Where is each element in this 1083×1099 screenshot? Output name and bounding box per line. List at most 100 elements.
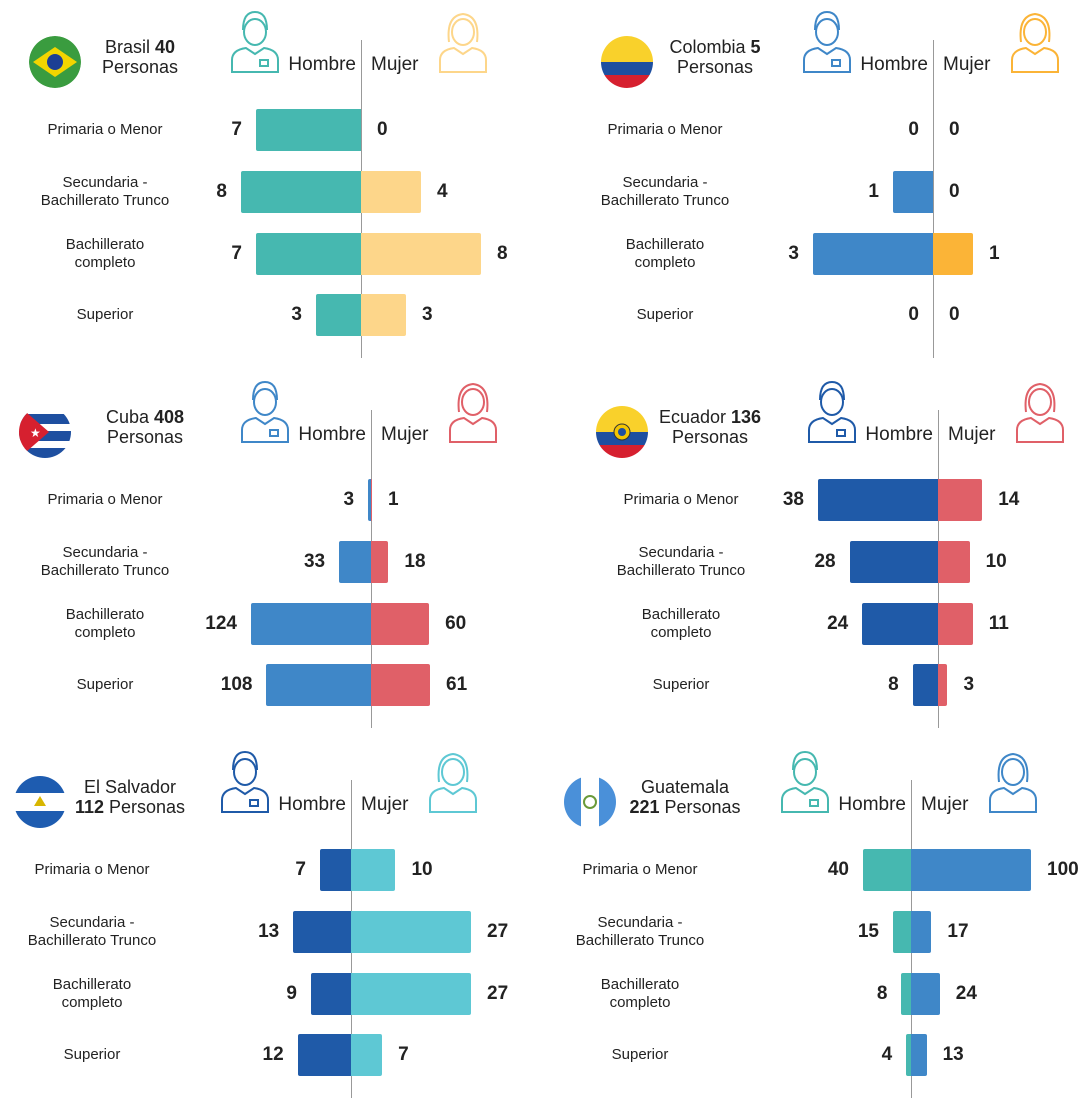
- value-label: 4: [881, 1044, 893, 1065]
- series-label: Mujer: [381, 424, 429, 445]
- series-label: Mujer: [943, 54, 991, 75]
- bar: [906, 1034, 911, 1076]
- bar: [266, 664, 371, 706]
- bar: [297, 1034, 351, 1076]
- bar: [893, 171, 933, 213]
- category-label: Primaria o Menor: [582, 861, 698, 878]
- bar: [862, 603, 938, 645]
- bar: [351, 849, 396, 891]
- unit: Personas: [109, 797, 186, 817]
- value-label: 1: [868, 181, 879, 202]
- country-name: Ecuador: [658, 407, 726, 427]
- value-label: 10: [411, 859, 433, 880]
- bar: [311, 973, 351, 1015]
- bar: [319, 849, 351, 891]
- person-icon: [238, 378, 292, 449]
- chart-title: Brasil 40 Personas: [80, 37, 200, 77]
- value-label: 3: [788, 243, 799, 264]
- value-label: 24: [827, 613, 849, 634]
- axis-line: [933, 40, 934, 358]
- value-label: 11: [988, 613, 1009, 634]
- flag: [600, 35, 654, 94]
- bar: [361, 294, 406, 336]
- bar: [351, 1034, 383, 1076]
- person-icon: [446, 378, 500, 449]
- svg-text:★: ★: [30, 426, 41, 440]
- country-name: Colombia: [669, 37, 746, 57]
- flag: [28, 35, 82, 94]
- category-label: Bachillerato completo: [65, 606, 145, 641]
- bar: [813, 233, 933, 275]
- category-label: Superior: [636, 306, 694, 323]
- category-label: Superior: [611, 1046, 669, 1063]
- person-icon: [426, 748, 480, 819]
- bar: [371, 541, 389, 583]
- series-label: Hombre: [278, 794, 346, 815]
- bar: [911, 849, 1031, 891]
- chart-panel: Colombia 5 Personas Hombre 0 1 3 0 Mujer 0 0 1 0 P…: [545, 0, 1083, 365]
- bar: [912, 664, 938, 706]
- bar: [933, 233, 973, 275]
- bar: [901, 973, 911, 1015]
- bar: [371, 664, 431, 706]
- bar: [371, 603, 430, 645]
- bar: [863, 849, 911, 891]
- bar: [911, 973, 940, 1015]
- series-label: Hombre: [865, 424, 933, 445]
- chart-panel: Ecuador 136 Personas Hombre 38 28 24 8 Mujer 1…: [545, 370, 1083, 735]
- category-label: Superior: [63, 1046, 121, 1063]
- bar: [339, 541, 371, 583]
- value-label: 9: [286, 983, 297, 1004]
- category-label: Bachillerato completo: [52, 976, 132, 1011]
- value-label: 33: [303, 551, 326, 572]
- series-label: Mujer: [921, 794, 969, 815]
- value-label: 13: [942, 1044, 964, 1065]
- category-label: Superior: [652, 676, 710, 693]
- value-label: 108: [220, 674, 253, 695]
- category-label: Bachillerato completo: [600, 976, 680, 1011]
- value-label: 4: [437, 181, 448, 202]
- value-label: 15: [857, 921, 879, 942]
- person-count: 112: [74, 797, 104, 817]
- category-label: Secundaria - Bachillerato Trunco: [600, 174, 730, 209]
- value-label: 124: [205, 613, 237, 634]
- value-label: 1: [989, 243, 1000, 264]
- bar: [256, 109, 361, 151]
- flag: [595, 405, 649, 464]
- category-label: Secundaria - Bachillerato Trunco: [40, 544, 170, 579]
- flag: [13, 775, 67, 834]
- value-label: 1: [387, 489, 399, 510]
- bar: [938, 479, 983, 521]
- person-icon: [805, 378, 859, 449]
- chart-panel: Brasil 40 Personas Hombre 7 8 7 3 Mujer 0 4 8 3 Pr…: [0, 0, 540, 365]
- value-label: 12: [262, 1044, 284, 1065]
- value-label: 7: [231, 243, 242, 264]
- bar: [368, 479, 371, 521]
- chart-title: Cuba 408 Personas: [85, 407, 205, 447]
- series-label: Hombre: [838, 794, 906, 815]
- series-label: Hombre: [860, 54, 928, 75]
- country-name: Brasil: [104, 37, 150, 57]
- bar: [911, 911, 932, 953]
- category-label: Primaria o Menor: [34, 861, 150, 878]
- category-label: Bachillerato completo: [625, 236, 705, 271]
- value-label: 8: [497, 243, 508, 264]
- value-label: 3: [343, 489, 355, 510]
- country-name: El Salvador: [83, 777, 177, 797]
- person-count: 136: [731, 407, 762, 427]
- value-label: 8: [216, 181, 227, 202]
- value-label: 28: [814, 551, 836, 572]
- bar: [911, 1034, 927, 1076]
- bar: [251, 603, 371, 645]
- series-label: Mujer: [371, 54, 419, 75]
- value-label: 13: [258, 921, 280, 942]
- person-icon: [1013, 378, 1067, 449]
- unit: Personas: [664, 797, 741, 817]
- category-label: Primaria o Menor: [623, 491, 739, 508]
- bar: [316, 294, 361, 336]
- bar: [361, 171, 421, 213]
- value-label: 61: [446, 674, 468, 695]
- value-label: 27: [487, 921, 509, 942]
- chart-panel: Guatemala 221 Personas Hombre 40 15 8 4 Mujer…: [545, 740, 1083, 1099]
- unit: Personas: [676, 57, 754, 77]
